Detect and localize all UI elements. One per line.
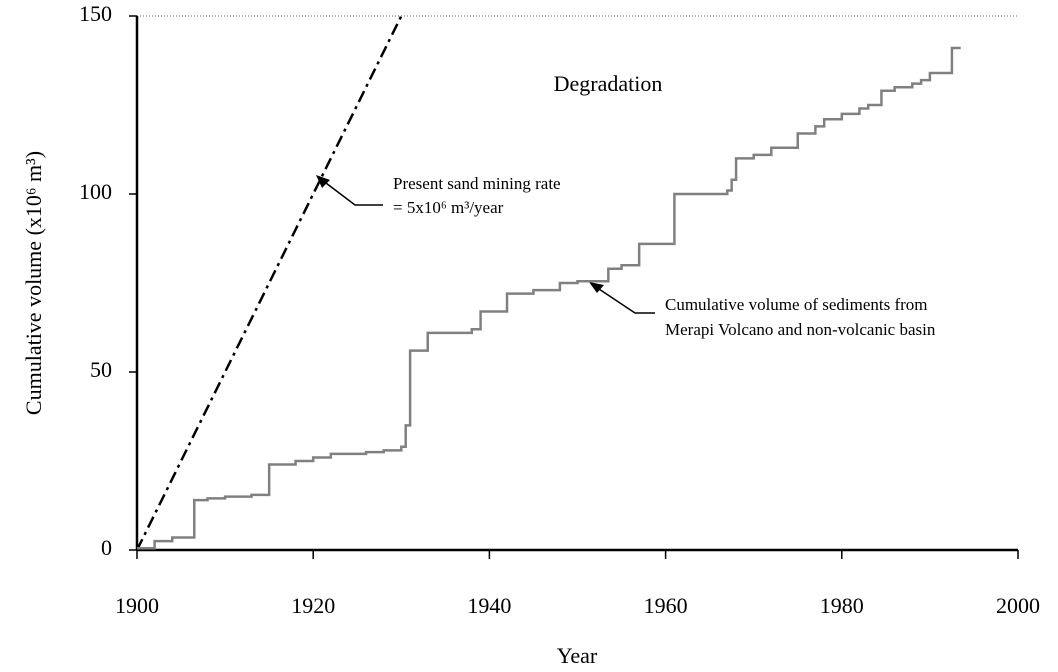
annotation: = 5x10⁶ m³/year bbox=[393, 198, 504, 217]
annotation: Merapi Volcano and non-volcanic basin bbox=[665, 320, 936, 339]
arrowhead bbox=[316, 175, 330, 188]
y-tick-label: 100 bbox=[79, 179, 112, 204]
x-tick-label: 2000 bbox=[996, 593, 1040, 618]
x-tick-label: 1900 bbox=[115, 593, 159, 618]
x-tick-label: 1940 bbox=[467, 593, 511, 618]
x-tick-label: 1980 bbox=[820, 593, 864, 618]
annotation: Cumulative volume of sediments from bbox=[665, 295, 928, 314]
annotation: Present sand mining rate bbox=[393, 174, 561, 193]
x-tick-label: 1960 bbox=[644, 593, 688, 618]
y-tick-label: 50 bbox=[90, 357, 112, 382]
x-tick-label: 1920 bbox=[291, 593, 335, 618]
annotation-arrow bbox=[595, 286, 655, 314]
annotation: Degradation bbox=[554, 71, 663, 96]
y-tick-label: 150 bbox=[79, 1, 112, 26]
annotation-arrow bbox=[321, 179, 383, 206]
data-line bbox=[137, 46, 961, 550]
y-axis-label: Cumulative volume (x10⁶ m³) bbox=[21, 151, 46, 415]
arrowhead bbox=[589, 282, 604, 293]
x-axis-label: Year bbox=[557, 643, 598, 668]
y-tick-label: 0 bbox=[101, 535, 112, 560]
